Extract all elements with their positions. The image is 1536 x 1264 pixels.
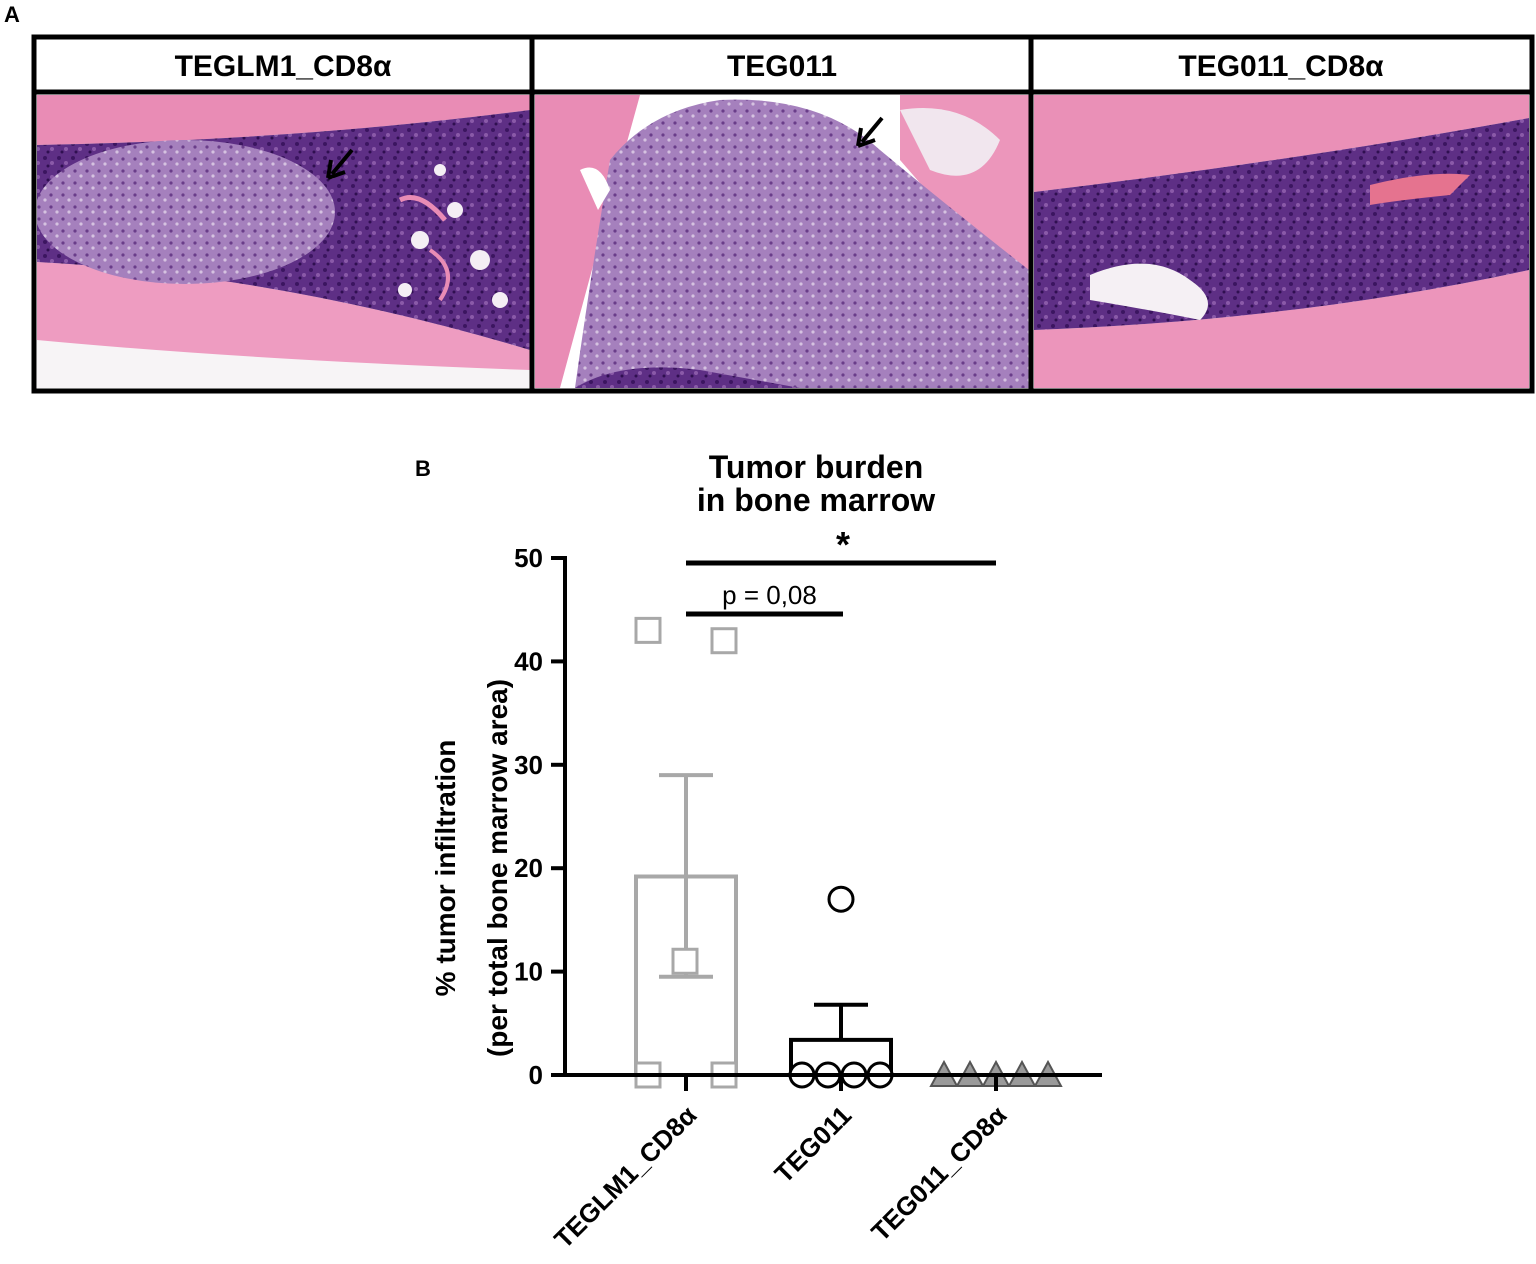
histology-image-3 bbox=[1034, 95, 1529, 388]
arrow-icon bbox=[856, 116, 884, 148]
y-axis-label-line-2: (per total bone marrow area) bbox=[482, 679, 513, 1057]
panel-a-letter: A bbox=[4, 2, 20, 27]
y-tick-label: 30 bbox=[514, 750, 543, 780]
histology-image-2 bbox=[535, 95, 1029, 388]
panel-header-1: TEGLM1_CD8α bbox=[175, 50, 392, 83]
histology-panel-3 bbox=[1034, 95, 1529, 388]
y-tick-label: 0 bbox=[529, 1060, 543, 1090]
plot-area: 0 10 20 30 40 50 TEGLM1_CD8α TEG011 TEG011_CD8α p… bbox=[514, 524, 1102, 1254]
histology-panel-2 bbox=[535, 95, 1029, 388]
data-point-square bbox=[710, 627, 738, 655]
data-point-circle bbox=[827, 885, 855, 913]
chart-title-line-2: in bone marrow bbox=[697, 482, 935, 518]
significance-label: p = 0,08 bbox=[722, 580, 817, 610]
panel-header-2: TEG011 bbox=[727, 50, 837, 83]
x-tick-label: TEGLM1_CD8α bbox=[548, 1100, 702, 1254]
data-point-square bbox=[671, 947, 699, 975]
x-tick-label: TEG011_CD8α bbox=[865, 1100, 1012, 1247]
y-tick-label: 20 bbox=[514, 853, 543, 883]
histology-panel-1 bbox=[37, 95, 530, 388]
x-tick-label: TEG011 bbox=[769, 1100, 858, 1189]
panel-a-borders bbox=[31, 34, 1535, 394]
data-point-square bbox=[634, 616, 662, 644]
y-tick-label: 40 bbox=[514, 646, 543, 676]
arrow-icon bbox=[326, 148, 354, 180]
panel-header-3: TEG011_CD8α bbox=[1178, 50, 1384, 83]
histology-image-1 bbox=[37, 95, 530, 388]
significance-label: * bbox=[836, 524, 850, 565]
panel-b-letter: B bbox=[415, 456, 431, 481]
y-tick-label: 10 bbox=[514, 957, 543, 987]
chart-title-line-1: Tumor burden bbox=[709, 449, 924, 485]
y-axis-label: % tumor infiltration (per total bone mar… bbox=[430, 679, 513, 1057]
y-tick-label: 50 bbox=[514, 543, 543, 573]
y-axis-label-line-1: % tumor infiltration bbox=[430, 740, 461, 997]
